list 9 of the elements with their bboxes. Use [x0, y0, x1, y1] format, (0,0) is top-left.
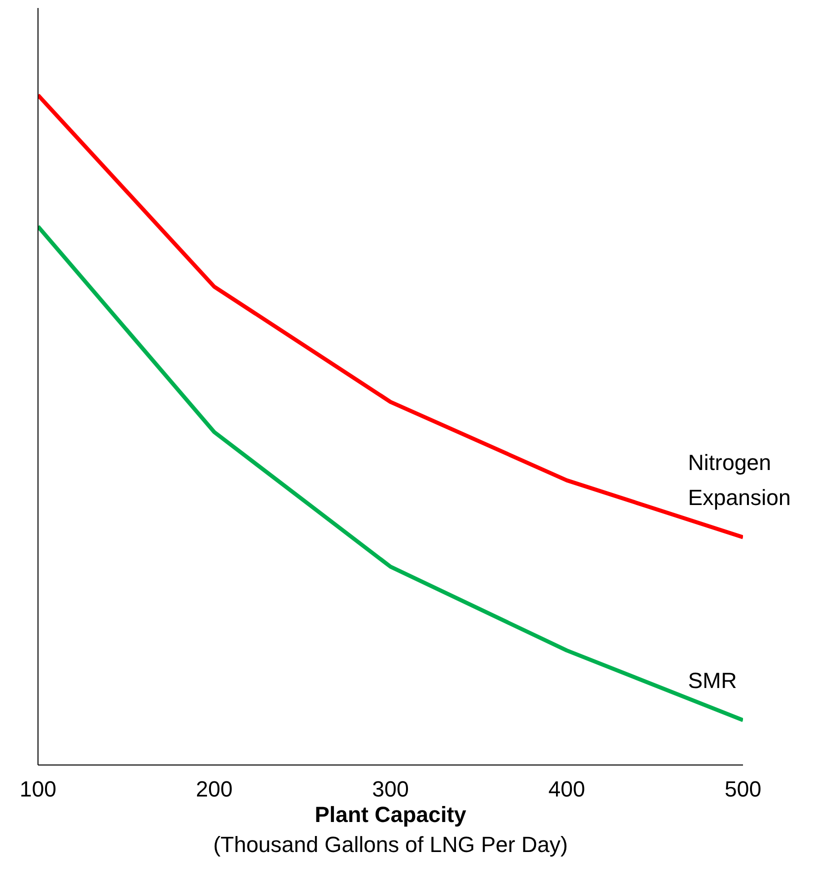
- x-axis-title: Plant Capacity: [314, 801, 468, 829]
- x-tick-label: 100: [20, 776, 56, 802]
- series-label: SMR: [688, 668, 737, 694]
- x-tick-label: 400: [548, 776, 586, 802]
- x-tick-label: 500: [724, 776, 762, 802]
- text: (Thousand Gallons of LNG Per Day): [212, 831, 569, 859]
- x-tick-label: 200: [196, 776, 233, 802]
- series-label: Nitrogen Expansion: [688, 450, 791, 510]
- x-tick-label: 300: [372, 776, 409, 802]
